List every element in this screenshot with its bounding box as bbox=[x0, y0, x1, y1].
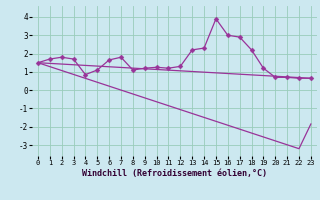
X-axis label: Windchill (Refroidissement éolien,°C): Windchill (Refroidissement éolien,°C) bbox=[82, 169, 267, 178]
